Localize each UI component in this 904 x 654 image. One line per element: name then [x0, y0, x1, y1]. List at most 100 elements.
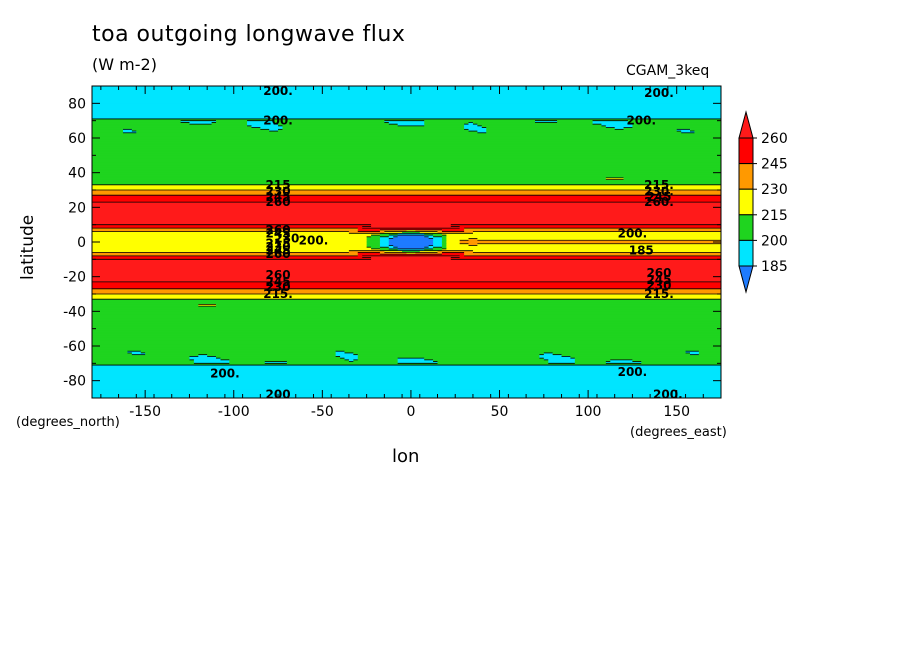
x-tick-label: -150: [129, 404, 161, 420]
flux-cell: [92, 290, 721, 293]
contour-label: 245: [646, 190, 671, 204]
flux-cell: [446, 243, 470, 247]
flux-cell: [207, 354, 337, 357]
flux-cell: [92, 280, 721, 283]
flux-cell: [388, 242, 434, 245]
flux-cell: [627, 120, 721, 123]
flux-cell: [92, 261, 721, 264]
contour-label: 230: [266, 240, 291, 254]
flux-cell: [92, 138, 721, 141]
colorbar-label: 230: [761, 182, 788, 198]
flux-cell: [397, 233, 425, 236]
flux-cell: [676, 129, 691, 132]
flux-cell: [561, 354, 721, 357]
chart-title: toa outgoing longwave flux: [92, 22, 406, 47]
flux-cell: [446, 242, 461, 245]
flux-cell: [371, 235, 390, 238]
flux-cell: [424, 122, 470, 125]
flux-field: [92, 86, 721, 398]
flux-cell: [446, 236, 721, 240]
flux-cell: [92, 392, 721, 396]
flux-cell: [92, 366, 721, 370]
flux-cell: [632, 359, 721, 363]
flux-cell: [92, 247, 372, 250]
flux-cell: [140, 351, 337, 354]
flux-cell: [92, 190, 721, 193]
flux-cell: [433, 243, 443, 247]
flux-cell: [92, 236, 368, 240]
flux-cell: [92, 266, 721, 269]
flux-cell: [632, 125, 721, 129]
flux-cell: [193, 361, 230, 364]
flux-cell: [92, 205, 721, 208]
colorbar-top-triangle: [738, 110, 754, 139]
flux-cell: [92, 110, 721, 113]
flux-cell: [379, 238, 390, 241]
flux-cell: [92, 333, 721, 337]
flux-cell: [273, 120, 385, 123]
flux-cell: [92, 278, 721, 281]
contour-label: 230: [266, 185, 291, 199]
flux-cell: [574, 358, 721, 361]
contour-label: 230.: [644, 185, 674, 199]
flux-cell: [92, 238, 368, 241]
flux-cell: [92, 165, 721, 169]
flux-cell: [450, 257, 721, 260]
flux-cell: [402, 250, 421, 253]
flux-cell: [92, 209, 721, 212]
flux-cell: [481, 125, 607, 129]
flux-cell: [92, 361, 195, 364]
flux-cell: [424, 235, 434, 238]
flux-cell: [92, 229, 359, 233]
flux-cell: [393, 245, 430, 248]
flux-cell: [472, 250, 721, 253]
flux-cell: [384, 231, 403, 234]
flux-cell: [397, 359, 434, 363]
flux-cell: [92, 346, 721, 349]
flux-cell: [92, 214, 721, 217]
flux-cell: [92, 243, 368, 247]
flux-cell: [539, 354, 563, 357]
contour-label: 260: [266, 223, 291, 237]
flux-cell: [92, 155, 721, 158]
flux-cell: [92, 231, 350, 234]
flux-cell: [92, 101, 721, 104]
flux-cell: [136, 131, 478, 134]
flux-cell: [406, 252, 416, 255]
flux-cell: [92, 235, 372, 238]
flux-cell: [689, 129, 721, 132]
flux-cell: [379, 240, 390, 243]
flux-cell: [335, 354, 359, 357]
flux-cell: [379, 248, 399, 252]
flux-cell: [92, 150, 721, 153]
flux-cell: [220, 358, 346, 361]
contour-label: 185: [629, 244, 654, 258]
colorbar: 185 200 215 230 245 260: [738, 110, 788, 294]
flux-cell: [92, 195, 721, 198]
flux-cell: [92, 274, 721, 278]
flux-cell: [459, 255, 721, 259]
contour-label: 215: [266, 178, 291, 192]
contour-label: 200.: [644, 86, 674, 100]
flux-cell: [344, 358, 359, 361]
contour-label: 230: [266, 280, 291, 294]
y-tick-label: 80: [68, 96, 86, 112]
flux-cell: [464, 229, 721, 233]
flux-cell: [92, 370, 721, 373]
y-tick-label: -80: [63, 374, 86, 390]
flux-cell: [92, 378, 721, 382]
flux-cell: [92, 330, 721, 333]
flux-cell: [92, 387, 721, 390]
flux-cell: [92, 269, 721, 273]
flux-cell: [464, 125, 483, 129]
flux-cell: [92, 141, 721, 144]
axes: -150 -100 -50 0 50 100 150 80 60 40 20 0 -20 -40 -60 -8…: [63, 85, 722, 420]
flux-cell: [92, 176, 721, 179]
flux-cell: [366, 245, 381, 248]
flux-cell: [441, 236, 447, 240]
flux-cell: [441, 248, 721, 252]
flux-cell: [92, 285, 721, 288]
flux-cell: [92, 86, 721, 89]
flux-cell: [353, 359, 399, 363]
flux-cell: [685, 351, 700, 354]
